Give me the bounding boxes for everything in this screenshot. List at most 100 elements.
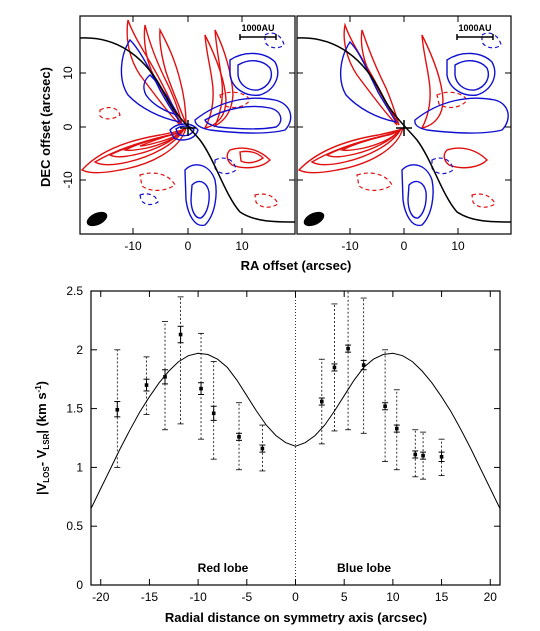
point-marker [163,375,167,379]
y-tick-label: 0 [61,123,75,130]
data-point [412,429,419,478]
point-marker [346,346,350,351]
point-marker [439,455,444,459]
blue-contours [120,38,292,227]
x-tick-label: -10 [124,239,142,253]
data-point [318,358,325,445]
x-tick-label: -10 [189,590,207,604]
scale-bar-label: 1000AU [458,23,491,33]
scale-bar-left: 1000AU [239,23,277,40]
point-marker [260,446,265,451]
red-contours [80,19,271,174]
x-tick-label: 10 [386,590,400,604]
data-point [259,424,266,472]
data-point [143,356,150,415]
x-tick-label: 0 [185,239,192,253]
velocity-chart: -20 -15 -10 -5 0 5 10 15 20 0 0.5 1 1.5 2 2.5 Red lob… [34,284,501,625]
data-point [438,438,445,477]
point-marker [115,407,120,412]
x-tick-label: -10 [341,239,359,253]
x-tick-label: 5 [341,590,348,604]
data-point [345,290,352,431]
top-x-axis-label: RA offset (arcsec) [241,258,352,273]
model-curve [90,352,501,509]
y-tick-label: 0 [76,578,83,592]
data-point [198,332,205,440]
point-marker [199,386,203,391]
point-marker [421,453,425,458]
x-tick-label: 15 [435,590,449,604]
data-point [420,431,427,480]
model-curve-right [297,37,511,223]
bottom-y-axis-label: |VLOS- VLSR| (km s-1) [34,381,51,495]
point-marker [332,365,337,370]
x-tick-label: 20 [484,590,498,604]
x-tick-label: 10 [451,239,465,253]
x-tick-label: -20 [92,590,110,604]
y-tick-label: 2 [76,343,83,357]
y-tick-label: 1 [76,460,83,474]
data-point [360,297,367,434]
top-y-tick-labels: 10 0 -10 [61,66,75,189]
y-ticks: 0 0.5 1 1.5 2 2.5 [66,284,500,592]
beam-ellipse-left [86,211,108,227]
x-tick-label: 0 [401,239,408,253]
data-point [114,349,121,468]
point-marker [361,363,366,367]
scale-bar-right: 1000AU [456,23,494,40]
data-point [177,296,184,425]
blue-lobe-label: Blue lobe [337,561,391,575]
red-dashed-contours [99,91,279,208]
top-y-axis-label: DEC offset (arcsec) [38,67,53,187]
point-marker [237,435,241,439]
top-x-tick-labels: -10 0 10 -10 0 10 [124,239,465,253]
ylabel-main: |V [34,482,49,495]
model-curve-left [80,37,295,223]
channel-map-panels: 1000AU 1000AU -10 0 10 -10 0 [38,15,512,273]
data-points [114,290,445,480]
beam-ellipse-right [303,211,325,227]
x-tick-label: 0 [292,590,299,604]
ylabel-tail: | (km s [34,392,49,433]
y-tick-label: -10 [61,171,75,189]
data-point [382,349,389,462]
bottom-x-axis-label: Radial distance on symmetry axis (arcsec… [165,610,427,625]
y-tick-label: 1.5 [66,402,83,416]
scale-bar-label: 1000AU [241,23,274,33]
data-point [236,402,243,471]
ylabel-sub2: LSR [42,433,51,449]
blue-dashed-contours [431,32,502,175]
red-contours [297,22,488,174]
x-tick-label: 10 [235,239,249,253]
y-tick-label: 10 [61,66,75,80]
data-point [331,303,338,432]
point-marker [383,404,387,409]
red-dashed-contours [356,91,496,208]
data-point [162,321,169,431]
central-source-marker-left [180,120,196,136]
point-marker [413,452,418,457]
point-marker [211,411,216,416]
x-tick-label: -5 [241,590,252,604]
point-marker [319,399,324,404]
y-tick-label: 2.5 [66,284,83,298]
red-lobe-label: Red lobe [198,561,249,575]
blue-dashed-contours [139,32,285,206]
top-axis-ticks [80,16,511,234]
ylabel-end: ) [34,381,49,385]
x-ticks: -20 -15 -10 -5 0 5 10 15 20 [92,291,497,604]
ylabel-sup: -1 [34,385,43,393]
y-tick-label: 0.5 [66,519,83,533]
map-panel-left [80,19,295,227]
data-point [210,361,217,460]
point-marker [178,332,183,337]
map-panel-right [297,22,511,227]
x-tick-label: -15 [141,590,159,604]
data-point [393,389,400,471]
ylabel-mid: - V [34,449,49,466]
central-source-marker-right [396,120,412,136]
point-marker [394,426,399,431]
point-marker [144,383,149,387]
ylabel-sub1: LOS [42,466,51,483]
